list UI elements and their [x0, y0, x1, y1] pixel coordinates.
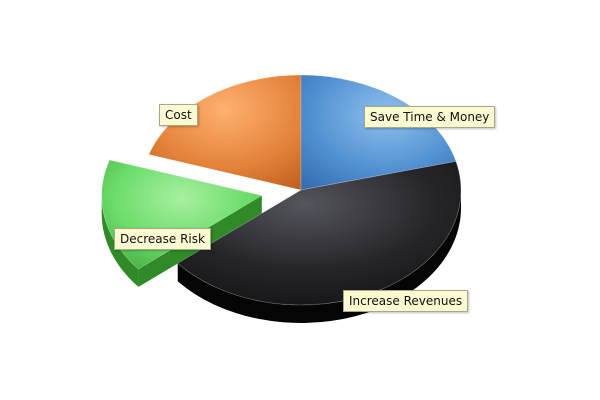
slice-top [148, 74, 302, 191]
slice-label-decrease-risk: Decrease Risk [114, 228, 211, 250]
slice-label-increase-revenues: Increase Revenues [343, 290, 469, 312]
slice-side [177, 190, 461, 324]
slice-label-save-time-money: Save Time & Money [364, 106, 496, 128]
slice-top [300, 74, 457, 191]
pie-slice-save-time-money [300, 74, 457, 191]
slice-side [101, 195, 139, 287]
slice-label-cost: Cost [159, 104, 198, 126]
pie-slice-cost [148, 74, 302, 191]
